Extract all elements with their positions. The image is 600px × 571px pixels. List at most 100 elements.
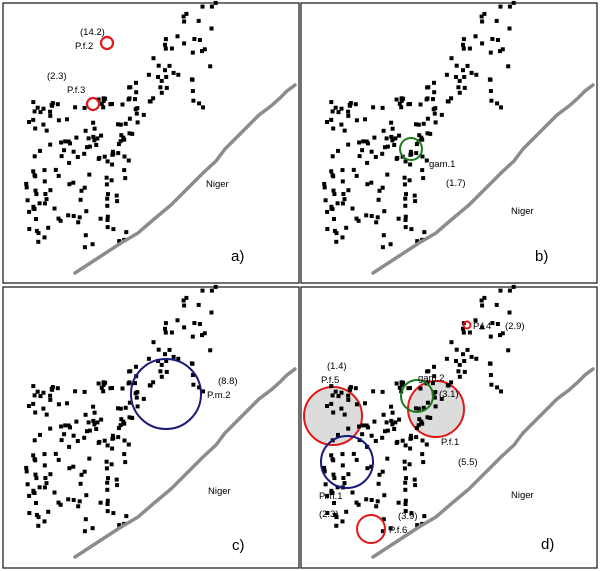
village-point <box>197 38 202 42</box>
village-point <box>141 112 146 117</box>
village-point <box>403 487 408 492</box>
village-point <box>329 490 334 495</box>
village-point <box>457 90 462 95</box>
village-point <box>415 523 420 528</box>
village-point <box>110 149 115 154</box>
village-point <box>462 85 467 90</box>
village-point <box>384 420 389 425</box>
village-point <box>105 159 110 164</box>
village-point <box>489 382 494 387</box>
cluster-name-p-f-1: P.f.1 <box>441 437 459 448</box>
village-point <box>381 412 386 417</box>
village-point <box>329 100 334 105</box>
panel-frame <box>300 2 598 284</box>
village-point <box>449 380 454 385</box>
village-point <box>126 442 131 447</box>
village-point <box>425 131 430 136</box>
village-point <box>151 340 156 345</box>
village-point <box>213 0 218 5</box>
village-point <box>105 509 110 514</box>
village-point <box>48 397 53 402</box>
village-point <box>32 393 37 398</box>
cluster-value-gam-1: (1.7) <box>446 178 466 189</box>
village-point <box>454 347 459 352</box>
village-point <box>396 216 401 221</box>
village-point <box>426 85 431 90</box>
village-point <box>34 501 38 505</box>
village-point <box>395 439 400 444</box>
village-point <box>59 424 64 429</box>
village-point <box>465 347 470 352</box>
village-point <box>432 364 436 369</box>
village-point <box>348 385 353 390</box>
village-point <box>115 199 120 204</box>
village-point <box>346 393 351 398</box>
village-point <box>507 26 512 31</box>
village-point <box>383 429 387 434</box>
village-point <box>479 14 484 19</box>
village-point <box>156 359 160 363</box>
village-point <box>461 326 465 331</box>
village-point <box>83 412 88 417</box>
village-point <box>66 213 71 218</box>
panel-a: Niger (14.2) P.f.2 (2.3) P.f.3 a) <box>2 0 300 284</box>
village-point <box>36 239 41 244</box>
village-point <box>116 151 121 156</box>
village-point <box>25 198 30 203</box>
village-point <box>332 217 336 221</box>
village-point <box>114 477 119 482</box>
village-point <box>449 96 454 101</box>
village-point <box>62 148 67 153</box>
village-point <box>24 469 29 474</box>
village-point <box>52 490 57 495</box>
village-point <box>128 369 133 374</box>
village-point <box>59 154 64 159</box>
village-point <box>340 463 345 468</box>
village-point <box>105 480 110 485</box>
village-point <box>92 410 97 415</box>
village-point <box>417 133 422 138</box>
village-point <box>56 457 61 462</box>
village-point <box>397 385 402 390</box>
village-point <box>399 382 404 387</box>
village-point <box>462 75 467 79</box>
village-point <box>84 209 89 214</box>
village-point <box>42 235 47 240</box>
village-point <box>117 523 122 528</box>
village-point <box>354 173 359 178</box>
village-point <box>325 511 330 515</box>
village-point <box>171 70 176 75</box>
village-point <box>380 185 385 190</box>
village-point <box>380 435 385 440</box>
village-point <box>31 169 36 174</box>
village-point <box>82 185 87 190</box>
village-point <box>158 85 163 90</box>
village-point <box>111 436 116 441</box>
village-point <box>444 72 449 77</box>
village-point <box>56 118 61 123</box>
cluster-name-p-f-5: P.f.5 <box>321 375 339 386</box>
village-point <box>92 138 97 143</box>
village-point <box>400 438 405 443</box>
village-point <box>346 142 351 147</box>
village-point <box>325 120 329 124</box>
village-point <box>490 37 495 41</box>
village-point <box>364 139 369 144</box>
village-point <box>354 216 359 221</box>
village-point <box>95 136 100 141</box>
village-point <box>127 415 132 420</box>
village-point <box>164 359 169 363</box>
village-point <box>46 225 51 230</box>
cluster-circle-p-f-2 <box>99 35 115 51</box>
village-point <box>416 423 421 428</box>
village-point <box>364 497 369 502</box>
cluster-circle-gam-2 <box>400 379 434 413</box>
village-point <box>42 179 47 184</box>
niger-river <box>371 367 595 559</box>
village-point <box>159 362 164 367</box>
village-point <box>42 463 47 468</box>
village-point <box>208 348 213 353</box>
village-point <box>408 149 413 154</box>
village-point <box>500 331 505 336</box>
village-point <box>84 493 89 498</box>
